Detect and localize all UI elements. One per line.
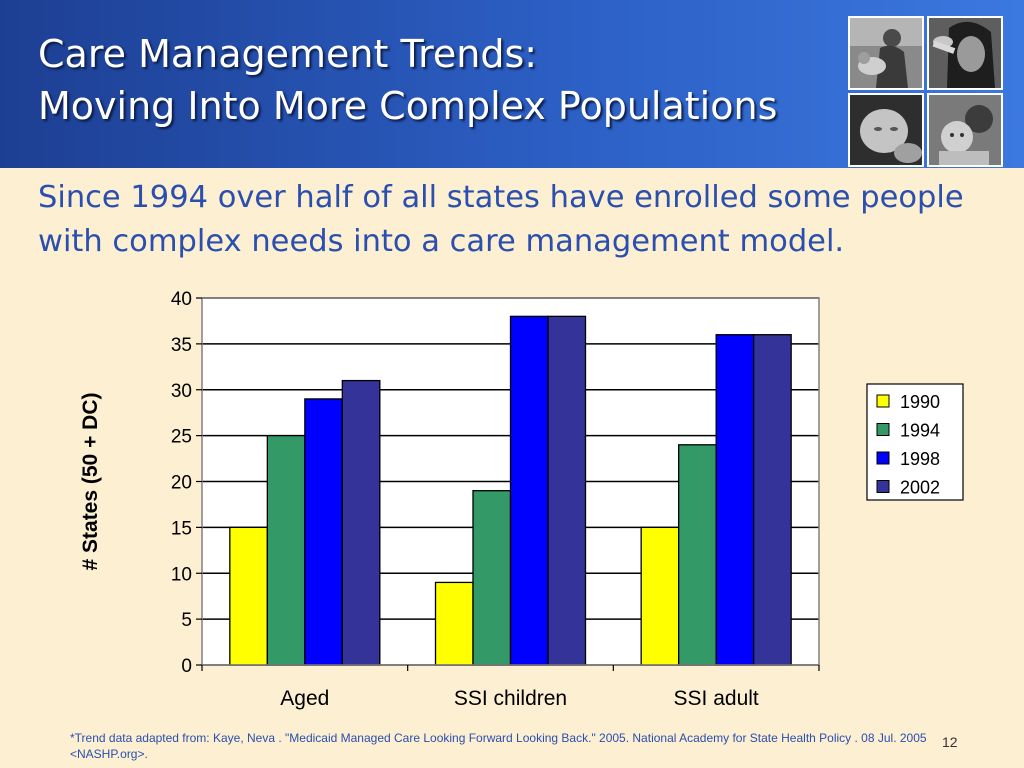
legend: 1990 1994 1998 2002 — [866, 383, 964, 501]
slide-title-line-2: Moving Into More Complex Populations — [38, 84, 778, 128]
legend-label: 1994 — [900, 421, 940, 441]
bar-1990-ssi-children — [434, 581, 474, 666]
bar-1994-aged — [266, 434, 306, 666]
page-number: 12 — [942, 734, 958, 750]
footnote: *Trend data adapted from: Kaye, Neva . "… — [70, 731, 927, 761]
legend-swatch-1990 — [876, 394, 890, 408]
bar-1990-ssi-adult — [640, 526, 680, 666]
photo-woman — [927, 16, 1003, 90]
axes: 0 5 10 15 20 25 30 35 40 Aged SSI children SSI adul… — [171, 289, 820, 710]
slide-title-line-1: Care Management Trends: — [38, 32, 538, 76]
legend-label: 1990 — [900, 392, 940, 412]
legend-label: 2002 — [900, 478, 940, 498]
y-tick-label: 10 — [171, 564, 192, 585]
photo-children — [927, 93, 1003, 167]
y-tick-label: 5 — [181, 610, 192, 631]
bar-2002-ssi-adult — [753, 334, 792, 666]
y-tick-label: 15 — [171, 518, 192, 539]
bar-2002-aged — [341, 379, 381, 666]
bar-1998-aged — [304, 398, 343, 666]
bars — [229, 315, 792, 666]
title-banner: Care Management Trends: Moving Into More… — [0, 0, 1024, 168]
y-tick-label: 0 — [181, 656, 192, 677]
y-axis-label: # States (50 + DC) — [79, 393, 102, 571]
slide-subtitle: Since 1994 over half of all states have … — [38, 180, 964, 259]
y-tick-label: 20 — [171, 473, 192, 494]
photo-baby — [848, 93, 924, 167]
y-tick-label: 30 — [171, 381, 192, 402]
bar-1994-ssi-children — [472, 490, 512, 666]
bar-1994-ssi-adult — [678, 444, 717, 666]
bar-2002-ssi-children — [547, 315, 587, 666]
y-tick-label: 40 — [171, 289, 192, 310]
legend-swatch-1994 — [876, 423, 890, 436]
y-tick-label: 25 — [171, 427, 192, 448]
x-category-label: Aged — [280, 687, 329, 710]
bar-1998-ssi-children — [509, 315, 549, 666]
legend-swatch-2002 — [876, 480, 890, 493]
legend-swatch-1998 — [876, 451, 890, 465]
x-category-label: SSI adult — [674, 687, 759, 710]
x-category-label: SSI children — [454, 687, 567, 710]
photo-caregiver — [848, 16, 924, 90]
y-tick-label: 35 — [171, 335, 192, 356]
legend-label: 1998 — [900, 449, 940, 469]
bar-1990-aged — [229, 526, 268, 666]
bar-1998-ssi-adult — [715, 334, 755, 666]
